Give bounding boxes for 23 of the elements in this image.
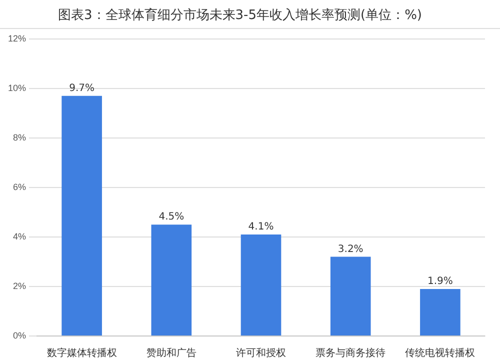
x-tick-label: 赞助和广告: [146, 346, 196, 359]
y-tick-label: 2%: [13, 280, 26, 291]
data-label: 1.9%: [428, 276, 453, 287]
x-tick-label: 传统电视转播权: [405, 346, 476, 359]
bar: [151, 224, 192, 336]
y-tick-label: 4%: [13, 231, 26, 242]
x-tick-label: 数字媒体转播权: [46, 346, 117, 359]
y-tick-label: 6%: [13, 182, 26, 192]
x-tick-label: 许可和授权: [236, 346, 286, 359]
y-tick-label: 12%: [8, 33, 26, 44]
y-tick-label: 0%: [13, 330, 26, 340]
bar: [240, 234, 282, 336]
data-label: 3.2%: [338, 244, 364, 255]
bar: [420, 288, 460, 336]
y-tick-label: 10%: [8, 82, 26, 93]
chart-title: 图表3：全球体育细分市场未来3-5年收入增长率预测(单位：%): [0, 0, 500, 29]
data-label: 4.1%: [248, 222, 274, 233]
bar: [62, 96, 102, 336]
data-label: 9.7%: [69, 82, 95, 94]
x-tick-label: 票务与商务接待: [316, 346, 386, 359]
y-tick-label: 8%: [13, 132, 26, 142]
bar: [330, 256, 371, 336]
data-label: 4.5%: [158, 212, 184, 223]
